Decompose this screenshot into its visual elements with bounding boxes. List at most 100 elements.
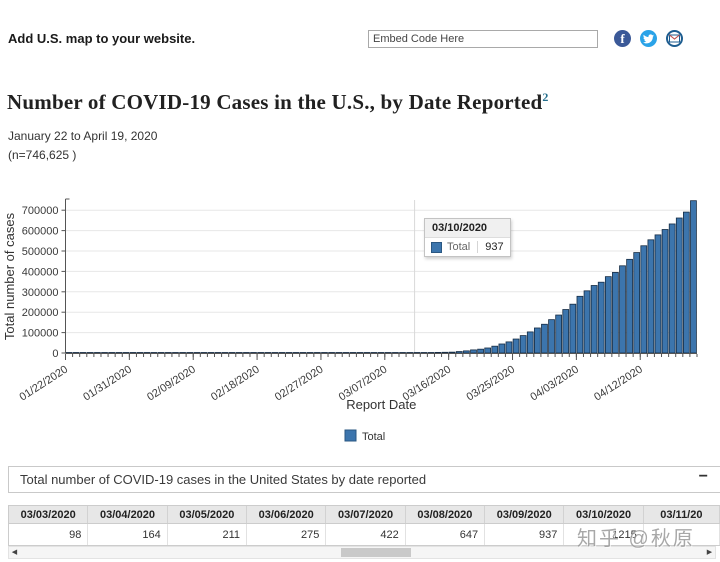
bar-04/11/2020[interactable] [633, 252, 641, 354]
bar-02/14/2020[interactable] [228, 352, 236, 354]
bar-02/16/2020[interactable] [243, 352, 250, 354]
bar-03/01/2020[interactable] [342, 352, 350, 354]
bar-02/18/2020[interactable] [257, 352, 264, 354]
bar-04/18/2020[interactable] [683, 211, 690, 354]
bar-04/17/2020[interactable] [675, 217, 683, 354]
bar-02/09/2020[interactable] [193, 352, 201, 354]
bar-03/02/2020[interactable] [349, 352, 357, 354]
bar-03/09/2020[interactable] [399, 352, 406, 354]
bar-03/08/2020[interactable] [392, 352, 399, 354]
bar-04/13/2020[interactable] [647, 239, 655, 354]
bar-03/18/2020[interactable] [463, 350, 470, 354]
bar-02/03/2020[interactable] [150, 352, 158, 354]
bar-02/23/2020[interactable] [292, 352, 300, 354]
bar-02/26/2020[interactable] [314, 352, 321, 354]
bar-03/23/2020[interactable] [498, 343, 506, 354]
bar-02/28/2020[interactable] [328, 352, 335, 354]
scrollbar-thumb[interactable] [341, 548, 411, 557]
bar-02/05/2020[interactable] [165, 352, 172, 354]
bar-04/07/2020[interactable] [604, 276, 612, 354]
bar-03/06/2020[interactable] [377, 352, 385, 354]
bar-03/04/2020[interactable] [363, 352, 371, 354]
bar-02/04/2020[interactable] [157, 352, 165, 354]
bar-03/30/2020[interactable] [548, 319, 555, 354]
bar-04/01/2020[interactable] [562, 309, 570, 354]
table-horizontal-scrollbar[interactable]: ◀ ▶ [8, 546, 716, 559]
bar-01/26/2020[interactable] [94, 352, 101, 354]
bar-04/02/2020[interactable] [569, 303, 577, 354]
bar-02/10/2020[interactable] [200, 352, 208, 354]
bar-02/29/2020[interactable] [335, 352, 343, 354]
bar-04/03/2020[interactable] [576, 295, 584, 354]
bar-04/06/2020[interactable] [597, 281, 605, 354]
bar-02/27/2020[interactable] [321, 352, 328, 354]
bar-02/01/2020[interactable] [136, 352, 144, 354]
bar-03/14/2020[interactable] [434, 351, 442, 354]
bar-03/11/2020[interactable] [413, 352, 421, 354]
facebook-icon[interactable]: f [614, 30, 631, 47]
bar-04/15/2020[interactable] [661, 229, 669, 354]
bar-03/20/2020[interactable] [477, 348, 484, 354]
bar-03/29/2020[interactable] [541, 323, 548, 354]
bar-02/21/2020[interactable] [278, 352, 286, 354]
bar-02/13/2020[interactable] [221, 352, 229, 354]
bar-03/13/2020[interactable] [427, 352, 435, 354]
table-col-header: 03/04/2020 [87, 506, 168, 524]
bar-02/11/2020[interactable] [207, 352, 215, 354]
bar-01/28/2020[interactable] [108, 352, 115, 354]
bar-01/25/2020[interactable] [86, 352, 94, 354]
bar-01/31/2020[interactable] [129, 352, 137, 354]
bar-02/06/2020[interactable] [172, 352, 179, 354]
bar-04/08/2020[interactable] [612, 272, 619, 354]
bar-02/24/2020[interactable] [299, 352, 307, 354]
scroll-left-icon[interactable]: ◀ [11, 549, 18, 556]
bar-03/03/2020[interactable] [356, 352, 364, 354]
bar-04/14/2020[interactable] [654, 234, 662, 354]
bar-02/07/2020[interactable] [179, 352, 186, 354]
bar-03/31/2020[interactable] [555, 314, 562, 354]
bar-02/12/2020[interactable] [214, 352, 222, 354]
bar-03/16/2020[interactable] [448, 351, 456, 354]
bar-02/15/2020[interactable] [235, 352, 243, 354]
bar-04/10/2020[interactable] [626, 258, 633, 354]
bar-01/29/2020[interactable] [115, 352, 123, 354]
bar-03/27/2020[interactable] [526, 331, 534, 354]
bar-02/25/2020[interactable] [306, 352, 314, 354]
bar-02/02/2020[interactable] [143, 352, 151, 354]
bar-03/07/2020[interactable] [384, 352, 392, 354]
embed-code-input[interactable] [368, 30, 598, 48]
bar-01/27/2020[interactable] [101, 352, 108, 354]
bar-02/19/2020[interactable] [264, 352, 272, 354]
scroll-right-icon[interactable]: ▶ [706, 549, 713, 556]
bar-04/19/2020[interactable] [690, 200, 697, 354]
bar-04/09/2020[interactable] [619, 265, 626, 354]
bar-03/21/2020[interactable] [484, 347, 492, 354]
bar-02/22/2020[interactable] [285, 352, 293, 354]
bar-03/19/2020[interactable] [470, 349, 477, 354]
covid-bar-chart[interactable]: 0 100000 200000 300000 400000 500000 600000 700… [0, 185, 720, 455]
bar-01/22/2020[interactable] [65, 352, 73, 354]
twitter-icon[interactable] [640, 30, 657, 47]
bar-01/30/2020[interactable] [122, 352, 130, 354]
bar-03/22/2020[interactable] [491, 345, 499, 354]
bar-01/24/2020[interactable] [79, 352, 87, 354]
bar-02/20/2020[interactable] [271, 352, 279, 354]
bar-04/16/2020[interactable] [668, 223, 676, 354]
bar-04/04/2020[interactable] [583, 290, 591, 354]
bar-03/15/2020[interactable] [441, 351, 449, 354]
bar-01/23/2020[interactable] [72, 352, 80, 354]
collapse-toggle-icon[interactable]: − [698, 468, 708, 485]
bar-03/25/2020[interactable] [512, 338, 520, 354]
bar-03/28/2020[interactable] [534, 327, 541, 354]
email-icon[interactable] [666, 30, 683, 47]
bar-04/05/2020[interactable] [590, 285, 598, 354]
bar-02/17/2020[interactable] [250, 352, 257, 354]
bar-03/05/2020[interactable] [370, 352, 378, 354]
bar-04/12/2020[interactable] [640, 245, 648, 354]
bar-03/17/2020[interactable] [455, 351, 463, 354]
bar-02/08/2020[interactable] [186, 352, 194, 354]
bar-03/24/2020[interactable] [505, 341, 513, 354]
bar-03/10/2020[interactable] [406, 352, 413, 354]
bar-03/12/2020[interactable] [420, 352, 428, 354]
bar-03/26/2020[interactable] [519, 335, 527, 354]
